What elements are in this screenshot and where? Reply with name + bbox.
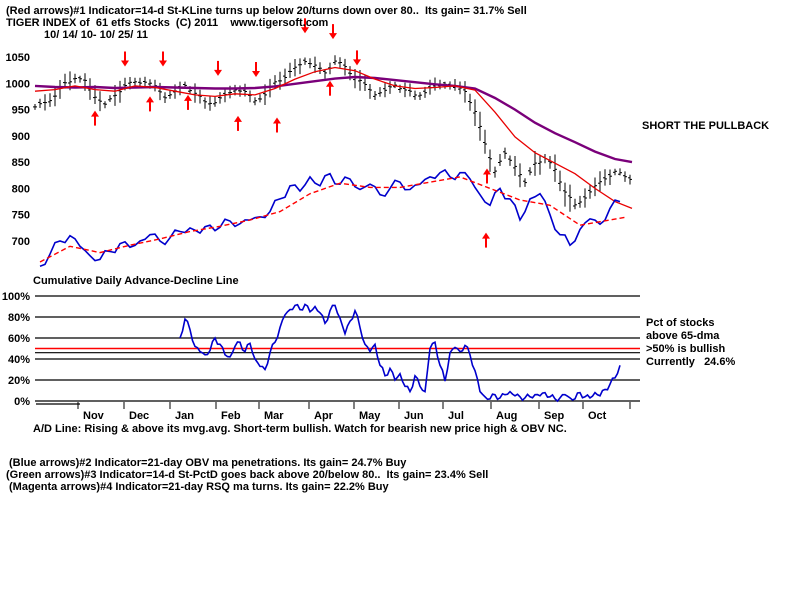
- month-label: Jun: [404, 410, 424, 422]
- x-axis: Nov Dec Jan Feb Mar Apr May Jun Jul Aug Sep Oct: [36, 402, 631, 422]
- date-range: 10/ 14/ 10- 10/ 25/ 11: [44, 29, 148, 41]
- month-label: Jul: [448, 410, 464, 422]
- obv-blue-line: [39, 168, 621, 267]
- pct-y-axis-label: 80%: [8, 312, 30, 324]
- pct-y-axis-label: 40%: [8, 354, 30, 366]
- pct-note-line3: >50% is bullish: [646, 343, 726, 355]
- y-axis-label: 800: [12, 183, 30, 195]
- indicator3-caption: (Green arrows)#3 Indicator=14-d St-PctD …: [6, 469, 489, 481]
- pct-note-line4: Currently 24.6%: [646, 356, 736, 368]
- month-label: Aug: [496, 410, 517, 422]
- y-axis-label: 950: [12, 105, 30, 117]
- month-label: Sep: [544, 410, 564, 422]
- pct-note-line2: above 65-dma: [646, 330, 720, 342]
- pct-y-axis-label: 0%: [14, 396, 30, 408]
- ad-line-title: Cumulative Daily Advance-Decline Line: [33, 275, 239, 287]
- red-signal-arrows: [91, 18, 491, 248]
- ma-purple-line: [34, 75, 633, 164]
- y-axis-label: 1050: [6, 52, 30, 64]
- month-label: Feb: [221, 410, 241, 422]
- month-label: Jan: [175, 410, 194, 422]
- ad-line-note: A/D Line: Rising & above its mvg.avg. Sh…: [33, 423, 567, 435]
- pct-y-axis-label: 20%: [8, 375, 30, 387]
- month-label: Nov: [83, 410, 105, 422]
- main-y-axis-labels: 1050 1000 950 900 850 800 750 700: [6, 52, 30, 248]
- pct-y-axis-label: 60%: [8, 333, 30, 345]
- y-axis-label: 1000: [6, 78, 30, 90]
- chart-title: TIGER INDEX of 61 etfs Stocks (C) 2011 w…: [6, 17, 329, 29]
- pct-y-axis-labels: 100% 80% 60% 40% 20% 0%: [2, 291, 30, 408]
- month-label: Apr: [314, 410, 334, 422]
- pct-note-line1: Pct of stocks: [646, 317, 715, 329]
- y-axis-label: 900: [12, 131, 30, 143]
- obv-ma-red-dashed-line: [39, 176, 626, 263]
- short-pullback-note: SHORT THE PULLBACK: [642, 120, 770, 132]
- pct-y-axis-label: 100%: [2, 291, 30, 303]
- indicator2-caption: (Blue arrows)#2 Indicator=21-day OBV ma …: [9, 457, 407, 469]
- pct-gridlines: [35, 295, 640, 402]
- month-label: Oct: [588, 410, 607, 422]
- month-label: Dec: [129, 410, 149, 422]
- pct-above-65dma-line: [179, 303, 621, 403]
- y-axis-label: 850: [12, 157, 30, 169]
- y-axis-label: 750: [12, 210, 30, 222]
- indicator4-caption: (Magenta arrows)#4 Indicator=21-day RSQ …: [9, 481, 389, 493]
- ma-red-line: [34, 66, 633, 210]
- y-axis-label: 700: [12, 236, 30, 248]
- month-label: Mar: [264, 410, 284, 422]
- indicator1-caption: (Red arrows)#1 Indicator=14-d St-KLine t…: [6, 5, 527, 17]
- month-label: May: [359, 410, 381, 422]
